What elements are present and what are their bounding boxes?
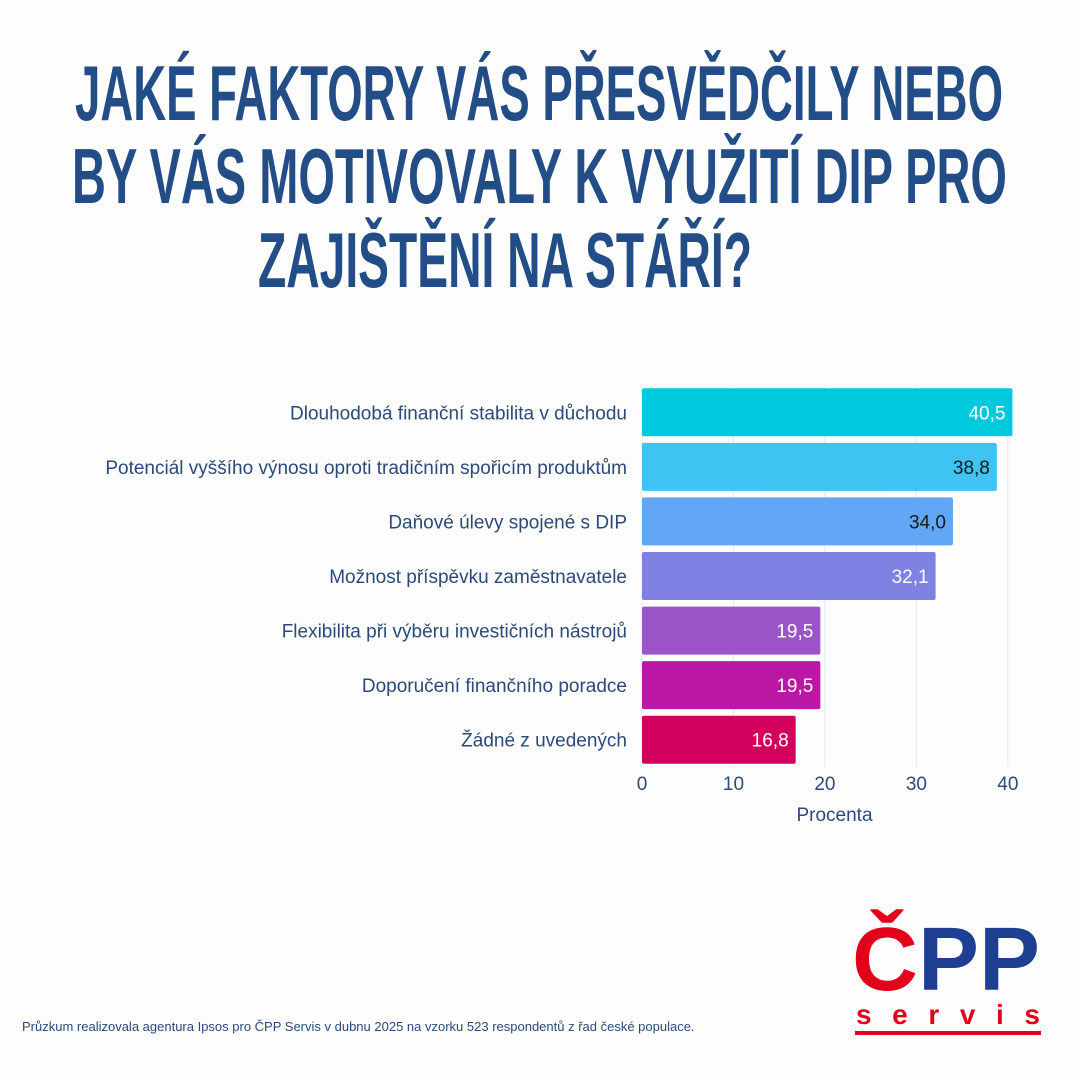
value-label: 32,1 (892, 567, 929, 588)
value-label: 16,8 (752, 731, 789, 752)
value-label: 34,0 (909, 512, 946, 533)
logo-letter: Č (852, 908, 918, 1010)
x-tick-label: 30 (906, 774, 927, 795)
value-label: 19,5 (776, 622, 813, 643)
bar (642, 606, 821, 655)
bar (642, 497, 953, 546)
y-tick-label: Daňové úlevy spojené s DIP (388, 512, 627, 533)
logo: ČPP (852, 908, 1040, 1010)
logo-rest: PP (918, 910, 1040, 1010)
bar (642, 442, 997, 491)
title-line: BY VÁS MOTIVOVALY K VYUŽITÍ DIP PRO (72, 132, 1007, 220)
value-label: 40,5 (968, 403, 1005, 424)
x-tick-label: 10 (723, 774, 744, 795)
x-tick-label: 20 (814, 774, 835, 795)
value-label: 38,8 (953, 458, 990, 479)
bar (642, 552, 936, 600)
value-label: 19,5 (776, 676, 813, 697)
y-tick-label: Doporučení finančního poradce (362, 676, 627, 697)
bar (642, 661, 821, 710)
bar (642, 388, 1013, 437)
x-tick-label: 0 (637, 774, 648, 795)
footnote: Průzkum realizovala agentura Ipsos pro Č… (22, 1019, 695, 1034)
bar (642, 715, 796, 764)
x-tick-label: 40 (997, 774, 1018, 795)
y-tick-label: Žádné z uvedených (461, 730, 627, 752)
y-tick-label: Potenciál vyššího výnosu oproti tradiční… (105, 458, 627, 479)
y-tick-label: Dlouhodobá finanční stabilita v důchodu (290, 403, 627, 424)
title-line: ZAJIŠTĚNÍ NA STÁŘÍ? (258, 216, 752, 304)
title-line: JAKÉ FAKTORY VÁS PŘESVĚDČILY NEBO (75, 49, 1003, 137)
logo-underline (855, 1031, 1041, 1035)
x-axis-title: Procenta (796, 805, 872, 826)
y-tick-label: Flexibilita při výběru investičních nást… (282, 622, 627, 643)
y-tick-label: Možnost příspěvku zaměstnavatele (329, 567, 627, 588)
